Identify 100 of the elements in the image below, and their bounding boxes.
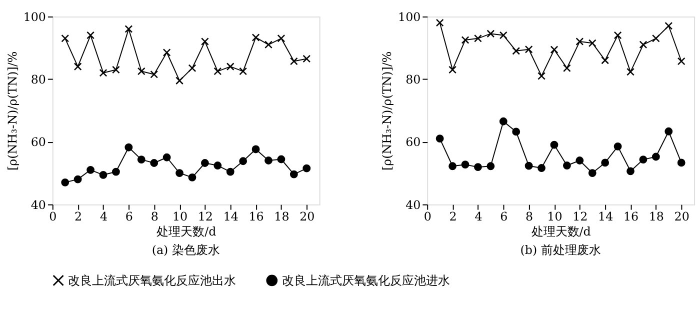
x-axis-title: 处理天数/d [531, 224, 592, 238]
point [226, 62, 234, 71]
point [562, 64, 571, 72]
legend-label: 改良上流式厌氧氨化反应池进水 [282, 273, 450, 288]
x-tick-label: 6 [125, 210, 133, 224]
point [474, 163, 482, 172]
point [486, 162, 495, 170]
point [176, 169, 184, 177]
y-axis-title: [ρ(NH₃-N)/ρ(TN)]/% [5, 51, 20, 170]
point [448, 162, 457, 170]
point [601, 158, 610, 167]
point [664, 127, 673, 136]
point [252, 145, 260, 154]
y-axis-title: [ρ(NH₃-N)/ρ(TN)]/% [380, 51, 394, 170]
text: (b) 前处理废水 [520, 242, 601, 257]
point [562, 162, 571, 170]
y-tick-label: 80 [406, 72, 421, 87]
point [74, 62, 82, 71]
y-tick-label: 60 [406, 135, 421, 150]
point [626, 167, 634, 176]
x-tick-label: 14 [223, 210, 238, 224]
point [264, 156, 272, 164]
point [290, 170, 298, 178]
point [239, 67, 248, 76]
point [150, 159, 158, 167]
y-tick-label: 40 [406, 198, 421, 212]
point [677, 57, 686, 66]
x-tick-label: 16 [248, 210, 264, 224]
y-tick-label: 60 [30, 135, 46, 150]
point [524, 162, 533, 170]
point [239, 157, 248, 166]
x-tick-label: 4 [100, 210, 108, 224]
x-tick-label: 16 [623, 210, 639, 224]
x-tick-label: 20 [300, 210, 315, 224]
point [86, 31, 94, 40]
point [162, 153, 171, 162]
point [176, 76, 184, 85]
point [448, 66, 457, 74]
point [436, 18, 444, 27]
x-tick-label: 14 [598, 210, 614, 224]
point [538, 72, 546, 80]
point [474, 34, 482, 42]
point [601, 56, 610, 64]
point [99, 68, 108, 77]
text: (a) 染色废水 [152, 242, 220, 257]
legend-label: 改良上流式厌氧氨化反应池出水 [68, 273, 236, 288]
x-tick-label: 20 [674, 210, 690, 224]
point [512, 128, 520, 136]
x-tick-label: 2 [74, 210, 82, 224]
point [188, 173, 196, 182]
point [512, 46, 520, 55]
x-tick-label: 12 [572, 210, 588, 224]
point [214, 67, 222, 76]
point [124, 25, 133, 33]
point [226, 168, 234, 176]
point [626, 68, 634, 76]
point [61, 34, 70, 42]
x-tick-label: 10 [172, 210, 188, 224]
point [277, 34, 286, 42]
point [99, 170, 108, 179]
point [614, 31, 622, 40]
point [461, 160, 470, 169]
point [200, 38, 209, 46]
point [61, 178, 70, 186]
point [137, 67, 146, 76]
point [652, 34, 660, 42]
x-tick-label: 10 [547, 210, 562, 224]
y-tick-label: 80 [30, 72, 46, 87]
point [576, 38, 584, 46]
point [486, 30, 495, 38]
point [277, 155, 286, 164]
y-tick-label: 40 [30, 198, 46, 212]
point [302, 164, 311, 172]
point [588, 169, 596, 177]
point [302, 54, 311, 63]
point [188, 64, 196, 72]
x-tick-label: 6 [500, 210, 508, 224]
x-tick-label: 0 [424, 210, 432, 224]
point [461, 36, 470, 44]
x-tick-label: 0 [49, 210, 57, 224]
y-tick-label: 100 [398, 10, 421, 24]
point [538, 164, 546, 172]
point [664, 22, 673, 30]
point [588, 39, 596, 48]
x-tick-label: 18 [648, 210, 664, 224]
point [677, 158, 686, 167]
x-tick-label: 8 [150, 210, 158, 224]
y-tick-label: 100 [23, 10, 46, 24]
x-tick-label: 8 [526, 210, 534, 224]
point [652, 152, 660, 161]
x-tick-label: 4 [474, 210, 482, 224]
x-tick-label: 12 [198, 210, 213, 224]
point [150, 70, 158, 78]
point [639, 156, 648, 164]
point [550, 46, 558, 54]
x-tick-label: 2 [449, 210, 457, 224]
x-tick-label: 18 [274, 210, 290, 224]
point [112, 168, 120, 176]
point [550, 140, 558, 149]
point [290, 57, 298, 66]
